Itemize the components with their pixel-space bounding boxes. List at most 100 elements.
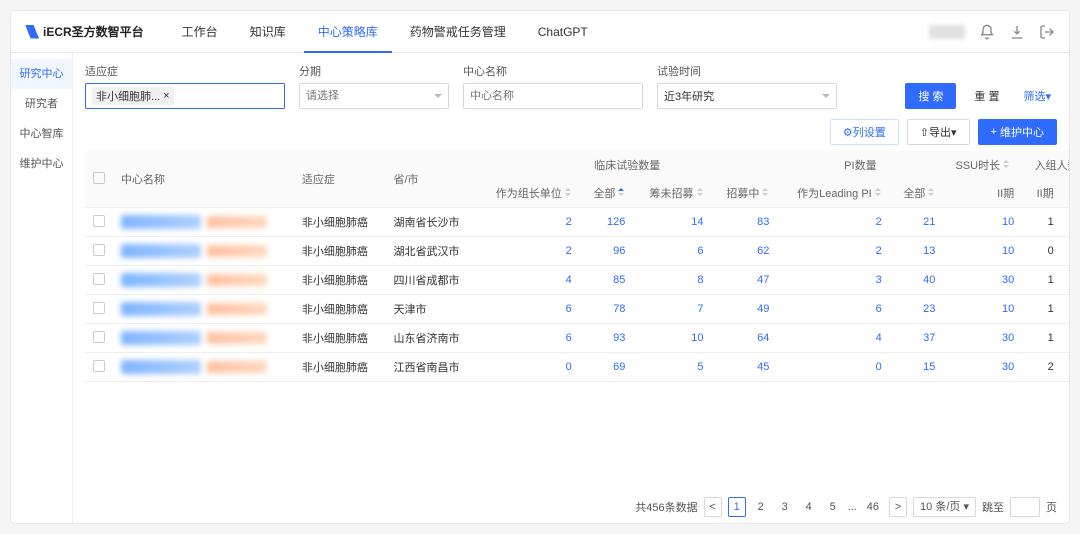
filter-button[interactable]: 筛选 ▾ <box>1017 83 1057 109</box>
tag-close-icon[interactable]: × <box>163 90 169 102</box>
cell-trials-notrecruit[interactable]: 8 <box>633 266 711 295</box>
cell-trials-lead[interactable]: 6 <box>477 324 580 353</box>
col-pi-lead[interactable]: 作为Leading PI <box>777 179 889 208</box>
indication-tag[interactable]: 非小细胞肺...× <box>92 87 174 105</box>
cell-pi-all[interactable]: 21 <box>890 208 944 237</box>
center-name-redacted[interactable] <box>121 244 286 258</box>
col-indication[interactable]: 适应症 <box>294 151 386 208</box>
cell-pi-lead[interactable]: 2 <box>777 237 889 266</box>
cell-trials-all[interactable]: 126 <box>580 208 634 237</box>
center-name-redacted[interactable] <box>121 215 286 229</box>
cell-ssu[interactable]: 10 <box>943 237 1022 266</box>
row-checkbox[interactable] <box>93 331 105 343</box>
cell-trials-notrecruit[interactable]: 5 <box>633 353 711 382</box>
cell-pi-all[interactable]: 15 <box>890 353 944 382</box>
cell-pi-lead[interactable]: 6 <box>777 295 889 324</box>
filter-trial-time[interactable]: 近3年研究 <box>657 83 837 109</box>
cell-trials-lead[interactable]: 2 <box>477 237 580 266</box>
row-checkbox[interactable] <box>93 273 105 285</box>
cell-trials-all[interactable]: 78 <box>580 295 634 324</box>
pager-page-4[interactable]: 4 <box>800 497 818 517</box>
cell-trials-notrecruit[interactable]: 14 <box>633 208 711 237</box>
cell-ssu[interactable]: 10 <box>943 295 1022 324</box>
center-name-redacted[interactable] <box>121 360 286 374</box>
cell-pi-lead[interactable]: 4 <box>777 324 889 353</box>
col-trials-recruiting[interactable]: 招募中 <box>712 179 778 208</box>
col-center[interactable]: 中心名称 <box>113 151 294 208</box>
cell-trials-recruiting[interactable]: 62 <box>712 237 778 266</box>
maintain-center-button[interactable]: + 维护中心 <box>978 119 1058 145</box>
nav-tab-pv[interactable]: 药物警戒任务管理 <box>396 11 520 53</box>
export-button[interactable]: ⇧ 导出 ▾ <box>907 119 970 145</box>
row-checkbox[interactable] <box>93 244 105 256</box>
nav-tab-worktable[interactable]: 工作台 <box>168 11 232 53</box>
cell-trials-all[interactable]: 96 <box>580 237 634 266</box>
cell-pi-lead[interactable]: 2 <box>777 208 889 237</box>
nav-tab-chatgpt[interactable]: ChatGPT <box>524 11 602 53</box>
cell-pi-lead[interactable]: 0 <box>777 353 889 382</box>
nav-tab-kb[interactable]: 知识库 <box>236 11 300 53</box>
pager-page-last[interactable]: 46 <box>863 497 883 517</box>
row-checkbox[interactable] <box>93 215 105 227</box>
col-trials-notrecruit[interactable]: 筹未招募 <box>633 179 711 208</box>
row-checkbox[interactable] <box>93 302 105 314</box>
col-trials-all[interactable]: 全部 <box>580 179 634 208</box>
cell-ssu[interactable]: 10 <box>943 208 1022 237</box>
cell-trials-recruiting[interactable]: 45 <box>712 353 778 382</box>
cell-trials-all[interactable]: 93 <box>580 324 634 353</box>
pager-page-2[interactable]: 2 <box>752 497 770 517</box>
pager-jump-input[interactable] <box>1010 497 1040 517</box>
column-settings-button[interactable]: ⚙ 列设置 <box>830 119 899 145</box>
cell-trials-all[interactable]: 85 <box>580 266 634 295</box>
pager-page-5[interactable]: 5 <box>824 497 842 517</box>
reset-button[interactable]: 重 置 <box>962 83 1011 109</box>
cell-pi-all[interactable]: 13 <box>890 237 944 266</box>
sidebar-item-researcher[interactable]: 研究者 <box>11 89 72 119</box>
cell-pi-all[interactable]: 37 <box>890 324 944 353</box>
nav-tab-center-strategy[interactable]: 中心策略库 <box>304 11 392 53</box>
cell-ssu[interactable]: 30 <box>943 353 1022 382</box>
sidebar-item-center-kb[interactable]: 中心智库 <box>11 119 72 149</box>
cell-trials-lead[interactable]: 2 <box>477 208 580 237</box>
col-enroll-p2[interactable]: II期 <box>1022 179 1062 208</box>
col-province[interactable]: 省/市 <box>385 151 477 208</box>
logout-icon[interactable] <box>1039 24 1055 40</box>
cell-trials-recruiting[interactable]: 64 <box>712 324 778 353</box>
pager-page-3[interactable]: 3 <box>776 497 794 517</box>
filter-center-name[interactable] <box>463 83 643 109</box>
pager-next[interactable]: > <box>889 497 907 517</box>
filter-phase[interactable] <box>299 83 449 109</box>
cell-pi-all[interactable]: 23 <box>890 295 944 324</box>
center-name-redacted[interactable] <box>121 302 286 316</box>
cell-trials-notrecruit[interactable]: 10 <box>633 324 711 353</box>
sidebar-item-research-center[interactable]: 研究中心 <box>11 59 72 89</box>
filter-indication[interactable]: 非小细胞肺...× <box>85 83 285 109</box>
cell-ssu[interactable]: 30 <box>943 266 1022 295</box>
pager-per-page[interactable]: 10 条/页 ▾ <box>913 497 976 517</box>
cell-trials-recruiting[interactable]: 49 <box>712 295 778 324</box>
cell-trials-recruiting[interactable]: 83 <box>712 208 778 237</box>
center-name-input[interactable] <box>470 90 636 102</box>
pager-page-1[interactable]: 1 <box>728 497 746 517</box>
download-icon[interactable] <box>1009 24 1025 40</box>
cell-ssu[interactable]: 30 <box>943 324 1022 353</box>
cell-trials-all[interactable]: 69 <box>580 353 634 382</box>
phase-input[interactable] <box>306 90 434 102</box>
cell-trials-lead[interactable]: 4 <box>477 266 580 295</box>
col-ssu-group[interactable]: SSU时长 <box>943 151 1022 179</box>
cell-trials-lead[interactable]: 6 <box>477 295 580 324</box>
col-trials-lead[interactable]: 作为组长单位 <box>477 179 580 208</box>
cell-pi-all[interactable]: 40 <box>890 266 944 295</box>
cell-trials-lead[interactable]: 0 <box>477 353 580 382</box>
col-enroll-p3[interactable]: III期 <box>1062 179 1069 208</box>
cell-trials-recruiting[interactable]: 47 <box>712 266 778 295</box>
select-all-checkbox[interactable] <box>93 172 105 184</box>
pager-prev[interactable]: < <box>704 497 722 517</box>
center-name-redacted[interactable] <box>121 273 286 287</box>
row-checkbox[interactable] <box>93 360 105 372</box>
center-name-redacted[interactable] <box>121 331 286 345</box>
sidebar-item-maintain[interactable]: 维护中心 <box>11 149 72 179</box>
search-button[interactable]: 搜 索 <box>905 83 956 109</box>
bell-icon[interactable] <box>979 24 995 40</box>
col-ssu-p2[interactable]: II期 <box>943 179 1022 208</box>
